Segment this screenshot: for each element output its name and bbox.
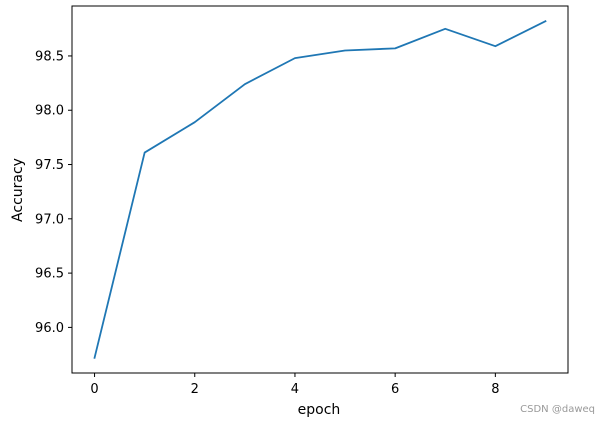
y-tick-label: 98.5 [35,49,64,64]
plot-frame [71,5,569,374]
y-tick-label: 96.0 [35,321,64,336]
series-line-0 [93,19,547,359]
y-tick-label: 97.5 [35,158,64,173]
y-tick-label: 96.5 [35,267,64,282]
y-tick-label: 97.0 [35,212,64,227]
y-axis-label: Accuracy [10,158,26,222]
watermark: CSDN @daweq [520,404,595,415]
x-tick-label: 2 [191,382,199,397]
x-tick-label: 6 [391,382,399,397]
x-tick-label: 0 [90,382,98,397]
y-tick-label: 98.0 [35,104,64,119]
x-tick-label: 8 [491,382,499,397]
x-axis-label: epoch [298,402,341,418]
plot-layer: 0 2 4 6 8 96.0 96.5 97.0 97.5 98.0 98.5 [35,5,569,397]
x-tick-label: 4 [291,382,299,397]
